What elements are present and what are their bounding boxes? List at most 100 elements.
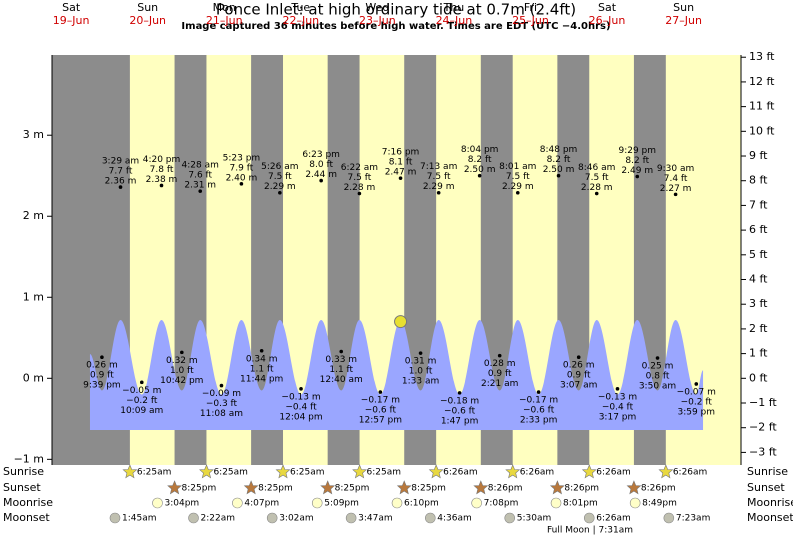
sunrise-time: 6:26am: [520, 468, 555, 478]
y2-tick-label: −2 ft: [749, 421, 777, 434]
moon-icon: [471, 497, 482, 509]
low-tide-dot: [615, 387, 620, 391]
sunset-row-label-right: Sunset: [747, 481, 785, 494]
moon-icon: [188, 512, 199, 524]
moon-icon: [663, 512, 675, 524]
day-label: Sun: [673, 1, 694, 14]
moonset-time: 6:26am: [596, 514, 631, 524]
high-tide-feet: 7.5 ft: [268, 172, 292, 182]
date-label: 26–Jun: [589, 14, 626, 27]
high-tide-dot: [477, 173, 482, 178]
low-tide-meters: 0.32 m: [166, 356, 198, 366]
y2-tick-label: 2 ft: [749, 322, 768, 335]
sun-icon: [505, 464, 521, 479]
low-tide-dot: [100, 355, 104, 360]
y2-tick-label: 8 ft: [749, 174, 768, 187]
y2-tick-label: 9 ft: [749, 149, 768, 162]
chart-subtitle: Image captured 36 minutes before high wa…: [181, 21, 610, 32]
moonset-time: 7:23am: [676, 514, 711, 524]
moonset-time: 3:02am: [279, 514, 314, 524]
high-tide-meters: 2.28 m: [344, 183, 376, 193]
moonset-row-label: Moonset: [3, 511, 50, 524]
moon-icon: [345, 512, 357, 524]
high-tide-dot: [357, 191, 362, 196]
low-tide-time: 1:33 am: [402, 377, 439, 387]
y2-tick-label: 1 ft: [749, 347, 768, 360]
high-tide-dot: [556, 173, 561, 178]
date-label: 19–Jun: [53, 14, 90, 27]
y2-tick-label: 5 ft: [749, 248, 768, 261]
low-tide-time: 9:39 pm: [83, 381, 121, 391]
moon-icon: [109, 512, 121, 524]
sunset-time: 8:25pm: [258, 484, 293, 494]
high-tide-time: 9:29 pm: [618, 146, 656, 156]
moonrise-row-label: Moonrise: [3, 496, 53, 509]
high-tide-feet: 7.5 ft: [427, 172, 451, 182]
moonset-time: 1:45am: [122, 514, 157, 524]
high-tide-meters: 2.29 m: [264, 182, 296, 192]
moonset-time: 2:22am: [201, 514, 236, 524]
y-tick-label: 2 m: [23, 209, 44, 222]
moon-icon: [152, 497, 163, 509]
sunrise-time: 6:25am: [137, 468, 172, 478]
moon-icon: [629, 497, 641, 509]
low-tide-dot: [497, 353, 502, 358]
current-tide-marker: [394, 315, 408, 329]
sunset-time: 8:26pm: [564, 484, 599, 494]
sunset-time: 8:25pm: [411, 484, 446, 494]
low-tide-time: 1:47 pm: [441, 416, 479, 426]
low-tide-time: 12:57 pm: [359, 416, 402, 426]
high-tide-time: 3:29 am: [102, 157, 139, 167]
moonrise-time: 3:04pm: [164, 499, 199, 509]
high-tide-feet: 7.9 ft: [230, 163, 254, 173]
day-label: Tue: [290, 1, 310, 14]
day-label: Thu: [443, 1, 465, 14]
high-tide-dot: [515, 190, 520, 195]
moonset-row-label-right: Moonset: [747, 511, 793, 524]
sunrise-time: 6:25am: [290, 468, 325, 478]
low-tide-dot: [259, 348, 264, 353]
high-tide-time: 7:16 pm: [382, 148, 420, 158]
high-tide-feet: 7.6 ft: [188, 171, 212, 181]
moonset-time: 5:30am: [517, 514, 552, 524]
high-tide-feet: 8.1 ft: [389, 158, 413, 168]
low-tide-feet: −0.6 ft: [523, 406, 555, 416]
high-tide-dot: [673, 192, 678, 197]
high-tide-dot: [436, 190, 441, 195]
high-tide-feet: 7.5 ft: [348, 173, 372, 183]
date-label: 25–Jun: [512, 14, 549, 27]
y-tick-label: 3 m: [23, 128, 44, 141]
sun-icon: [473, 480, 489, 495]
high-tide-feet: 7.7 ft: [109, 167, 133, 177]
low-tide-meters: −0.13 m: [598, 392, 637, 402]
low-tide-meters: −0.05 m: [122, 386, 161, 396]
sun-icon: [167, 480, 182, 495]
moon-icon: [550, 497, 562, 509]
low-tide-meters: 0.26 m: [563, 361, 595, 371]
low-tide-meters: −0.18 m: [440, 396, 479, 406]
high-tide-feet: 7.5 ft: [506, 172, 530, 182]
date-label: 27–Jun: [665, 14, 702, 27]
low-tide-dot: [536, 390, 541, 394]
sunset-row-label: Sunset: [3, 481, 41, 494]
sunrise-time: 6:26am: [443, 468, 478, 478]
high-tide-meters: 2.40 m: [226, 173, 258, 183]
high-tide-meters: 2.44 m: [305, 170, 337, 180]
low-tide-feet: 0.9 ft: [567, 371, 591, 381]
sun-icon: [396, 480, 412, 495]
high-tide-feet: 7.4 ft: [664, 174, 688, 184]
low-tide-time: 3:07 am: [560, 381, 597, 391]
low-tide-time: 12:04 pm: [279, 412, 322, 422]
high-tide-dot: [239, 182, 244, 186]
y2-tick-label: 10 ft: [749, 124, 775, 137]
sun-icon: [428, 464, 444, 479]
day-label: Wed: [365, 1, 389, 14]
low-tide-feet: 0.9 ft: [90, 371, 114, 381]
tide-area: [89, 319, 704, 430]
day-label: Sun: [137, 1, 158, 14]
high-tide-time: 8:46 am: [578, 163, 615, 173]
low-tide-feet: 1.0 ft: [170, 366, 194, 376]
low-tide-feet: −0.6 ft: [365, 406, 397, 416]
low-tide-dot: [139, 380, 144, 385]
